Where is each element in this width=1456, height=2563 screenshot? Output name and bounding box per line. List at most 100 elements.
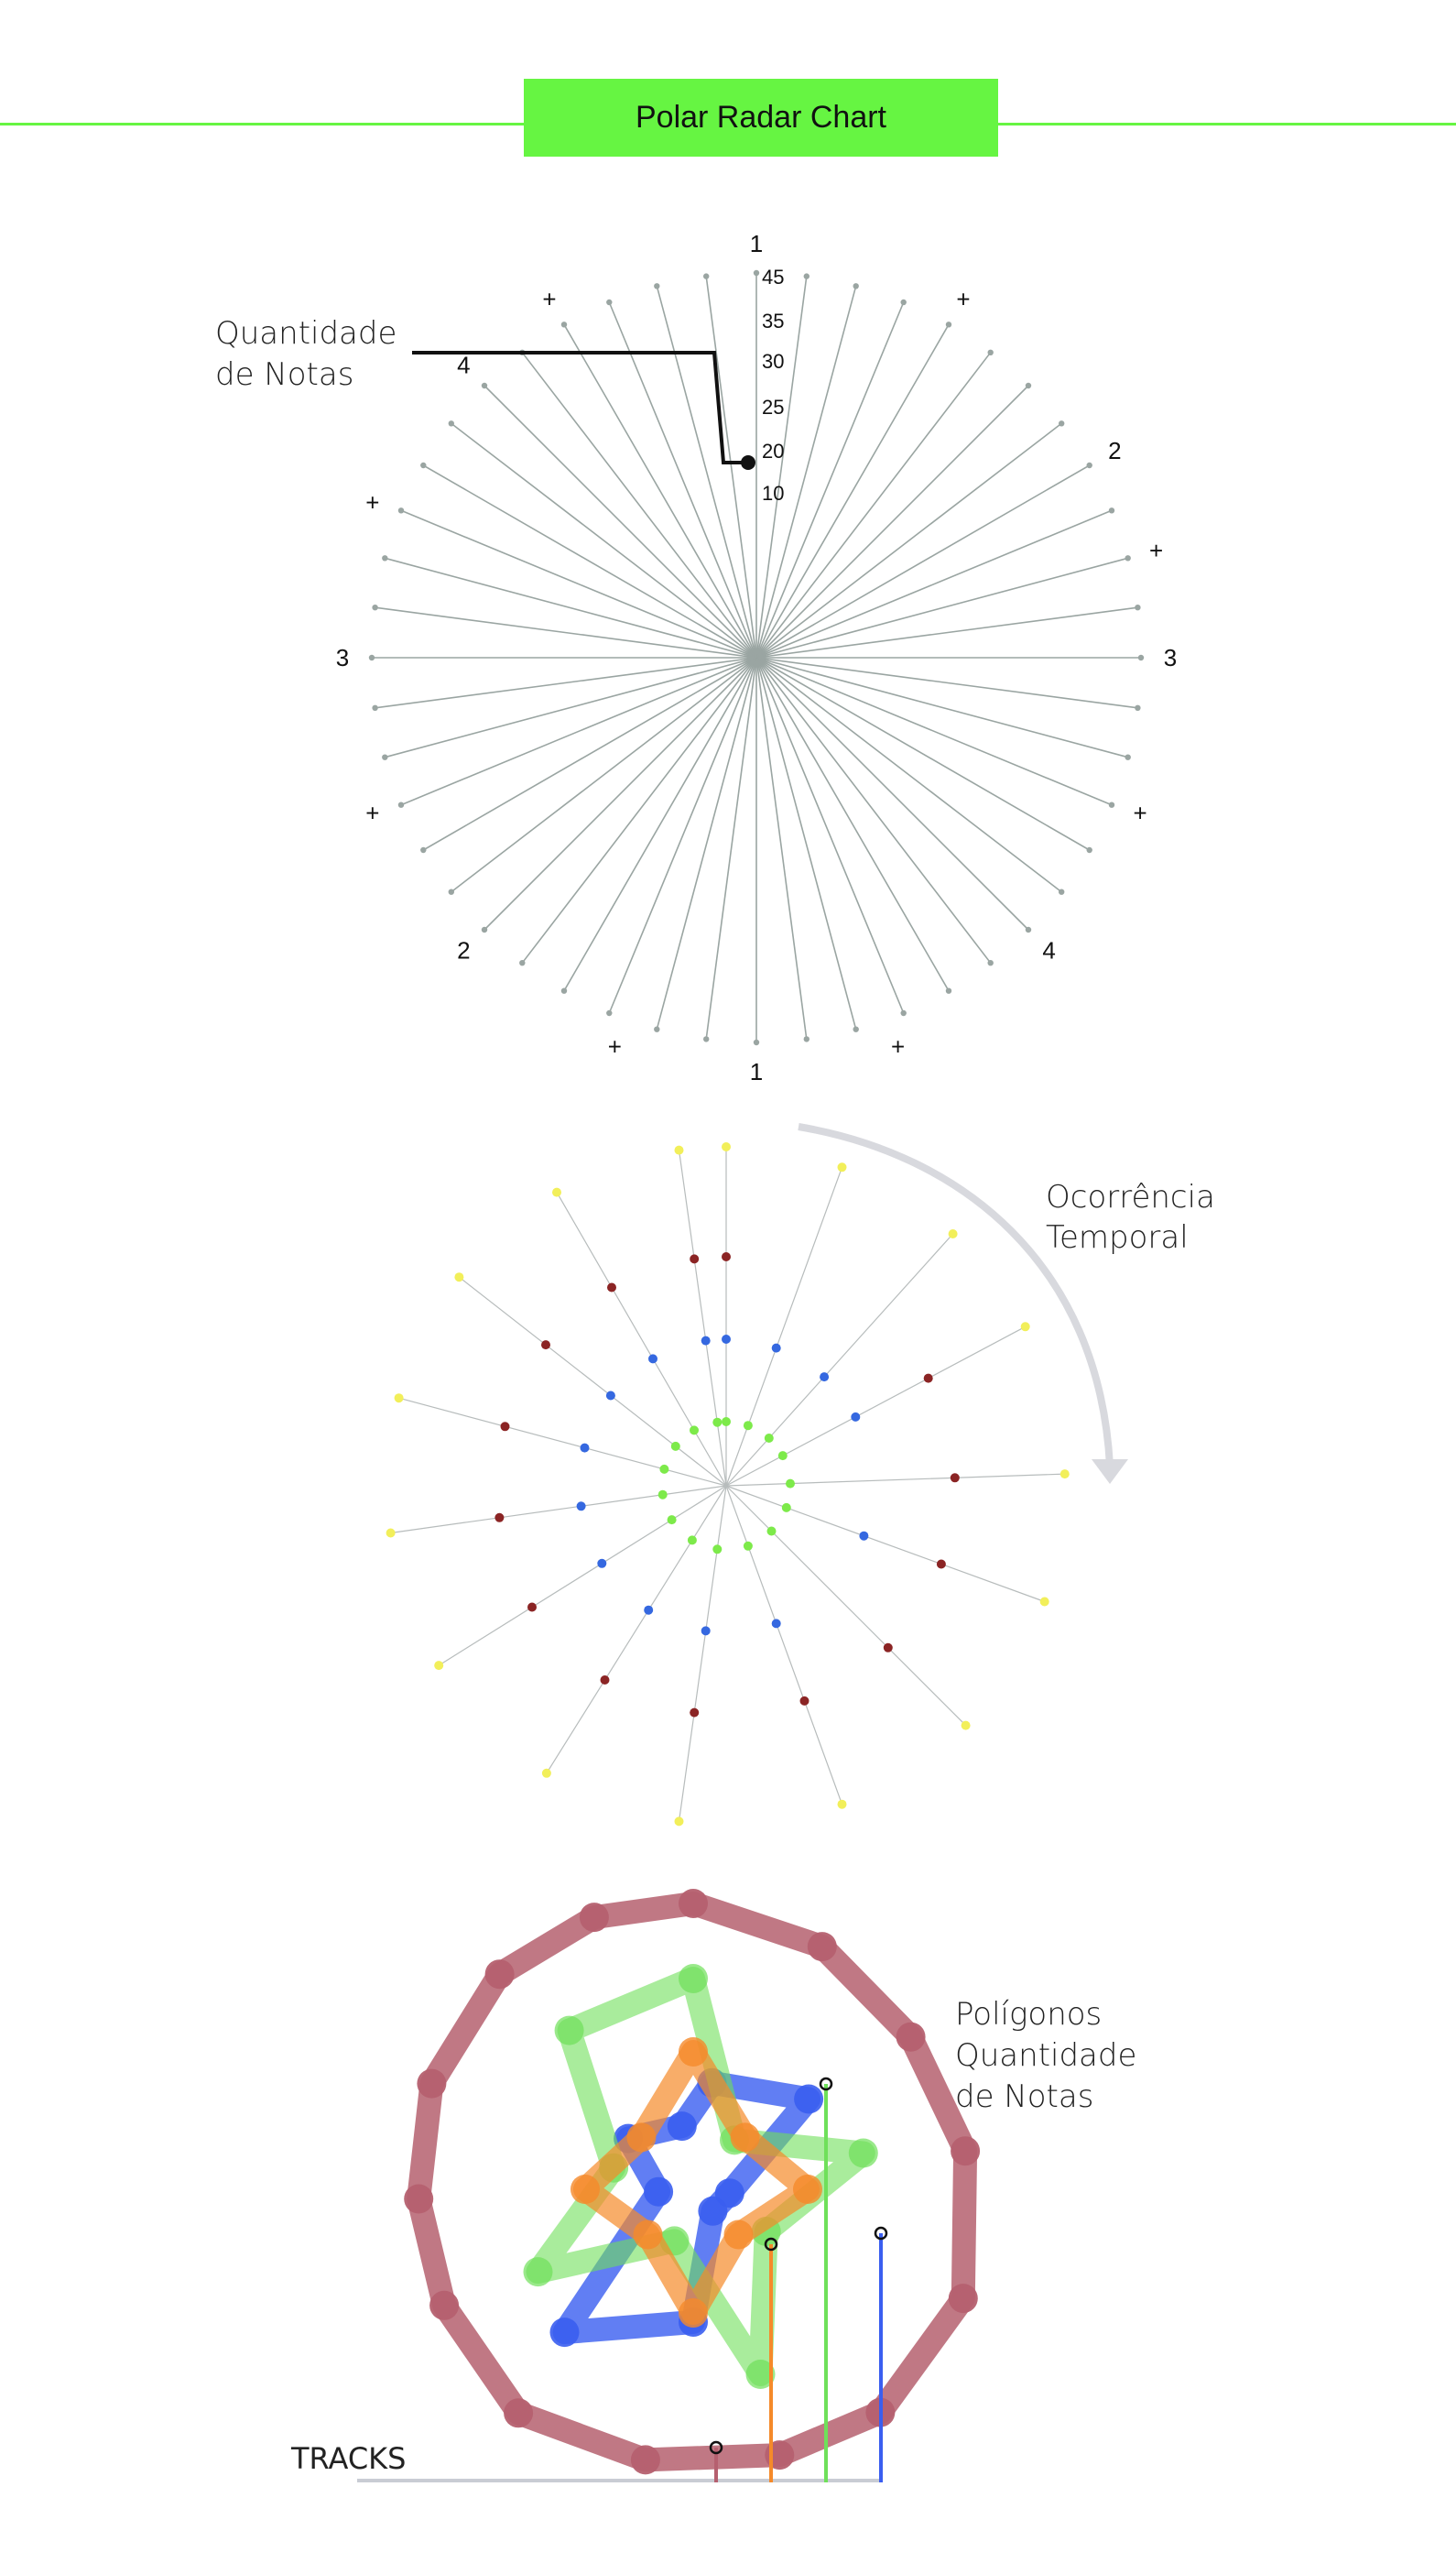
temporal-dot: [1059, 1469, 1070, 1479]
radar-angular-label: +: [608, 1033, 622, 1061]
radar-spoke-tip: [1086, 846, 1092, 854]
temporal-dot: [690, 1707, 700, 1718]
track-2-marker: [874, 2226, 888, 2241]
temporal-spoke: [390, 1485, 727, 1534]
radar-spoke-tip: [1135, 605, 1141, 611]
temporal-spoke: [459, 1276, 727, 1487]
radar-spoke: [755, 286, 857, 659]
temporal-dot: [667, 1515, 677, 1525]
track-polygon-vertex: [679, 1889, 708, 1918]
temporal-dot: [454, 1272, 464, 1282]
radar-spoke-tip: [987, 349, 994, 355]
track-3-marker: [819, 2077, 833, 2091]
temporal-dot: [764, 1434, 774, 1443]
track-polygon-vertex: [633, 2219, 663, 2250]
radar-spoke: [375, 657, 757, 709]
radar-spoke-tip: [1059, 420, 1065, 427]
track-polygon-vertex: [523, 2257, 553, 2287]
temporal-spoke: [725, 1485, 1045, 1603]
track-polygon-vertex: [570, 2175, 600, 2204]
radar-spoke: [755, 464, 1091, 659]
radar-angular-label: 2: [457, 937, 470, 965]
radar-spoke: [400, 509, 757, 659]
radar-spoke: [656, 286, 757, 659]
radar-angular-label: 4: [1042, 937, 1055, 965]
temporal-dot: [644, 1605, 654, 1615]
track-polygons-chart: TRACKS Polígonos Quantidade de Notas: [290, 1889, 1136, 2482]
temporal-dot: [657, 1489, 668, 1500]
radar-spoke: [755, 276, 808, 659]
track-polygon-vertex: [948, 2284, 978, 2314]
radar-angular-labels: 1 +2 +3 +4 +1 +2 +3 +4 +: [336, 230, 1177, 1085]
radar-angular-label: 2: [1108, 437, 1121, 464]
temporal-dot: [386, 1528, 396, 1538]
radar-spoke-tip: [368, 654, 375, 661]
radar-spoke-tip: [654, 1026, 660, 1032]
radar-spoke: [484, 385, 757, 659]
track-polygon-vertex: [417, 2068, 447, 2099]
temporal-dot: [837, 1799, 847, 1809]
radar-spoke-tip: [560, 322, 568, 328]
track-4-marker: [764, 2237, 778, 2252]
radar-angular-label: +: [365, 489, 379, 517]
temporal-spoke: [725, 1233, 954, 1487]
track-polygon-vertex: [626, 2122, 657, 2153]
track-polygon-vertex: [554, 2015, 584, 2045]
radar-angular-label: 3: [1164, 644, 1177, 671]
radar-spoke: [755, 385, 1029, 659]
radar-spoke: [608, 657, 757, 1014]
quantity-callout-line-1: Quantidade: [215, 315, 397, 352]
temporal-spoke: [725, 1473, 1065, 1487]
temporal-dot: [799, 1696, 809, 1706]
temporal-dot: [837, 1162, 847, 1172]
radar-spoke: [705, 276, 757, 659]
radar-spoke-tip: [397, 507, 405, 514]
radar-spoke-tip: [606, 1009, 613, 1017]
polygons-callout-line-3: de Notas: [955, 2078, 1093, 2115]
radar-spoke-group: [368, 269, 1145, 1046]
radar-spoke-tip: [1025, 926, 1032, 933]
track-polygon-vertex: [745, 2360, 776, 2389]
radar-spoke: [451, 657, 757, 893]
track-polygon-vertex: [630, 2445, 660, 2475]
radar-spoke-tip: [1059, 889, 1065, 895]
temporal-dot: [766, 1526, 777, 1536]
radar-angular-label: +: [891, 1033, 905, 1061]
track-polygon-vertex: [429, 2290, 460, 2320]
radar-spoke: [755, 657, 808, 1040]
radar-spoke-tip: [703, 273, 710, 279]
temporal-dot: [786, 1478, 795, 1489]
temporal-dot: [1039, 1597, 1049, 1607]
radar-spoke-tip: [606, 299, 613, 306]
temporal-dot: [712, 1417, 723, 1427]
temporal-spoke: [725, 1485, 967, 1727]
track-1-marker: [709, 2440, 723, 2455]
temporal-dot: [859, 1531, 869, 1541]
radar-spoke: [755, 657, 1091, 851]
temporal-spoke-group: [390, 1147, 1065, 1822]
temporal-dot: [607, 1282, 616, 1292]
temporal-dot: [851, 1412, 861, 1422]
temporal-dot: [936, 1559, 946, 1569]
radar-spoke: [755, 657, 1029, 931]
temporal-dot: [722, 1252, 731, 1261]
temporal-dot: [580, 1443, 590, 1453]
radar-spoke-tip: [1086, 462, 1092, 469]
radar-angular-label: +: [1134, 799, 1147, 826]
temporal-spoke: [678, 1485, 727, 1822]
radar-spoke: [755, 557, 1128, 659]
track-polygon-vertex: [730, 2122, 760, 2153]
radar-angular-label: +: [1149, 537, 1163, 564]
temporal-spoke: [546, 1485, 727, 1774]
temporal-occurrence-chart: Ocorrência Temporal: [386, 1123, 1215, 1827]
radar-spoke-tip: [448, 889, 454, 895]
temporal-dot: [434, 1661, 444, 1671]
radar-spoke-tip: [448, 420, 454, 427]
radar-angular-label: +: [365, 799, 379, 826]
track-polygon-vertex: [579, 1903, 609, 1933]
track-polygon-vertex: [793, 2175, 822, 2204]
temporal-dot: [712, 1544, 723, 1554]
temporal-dot-group: [386, 1142, 1070, 1827]
radar-spoke: [755, 657, 905, 1014]
temporal-dot: [771, 1343, 781, 1353]
